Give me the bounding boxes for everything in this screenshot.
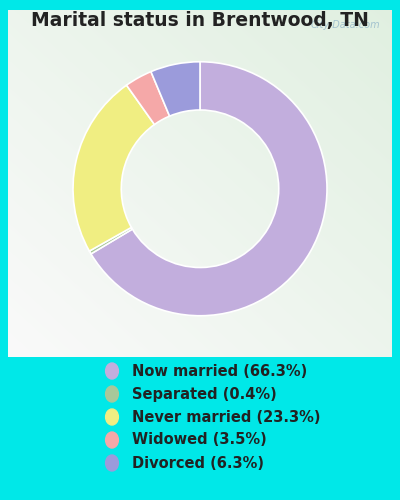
Text: Now married (66.3%): Now married (66.3%) [132,364,307,378]
Text: Widowed (3.5%): Widowed (3.5%) [132,432,267,448]
Text: Separated (0.4%): Separated (0.4%) [132,386,277,402]
Text: Never married (23.3%): Never married (23.3%) [132,410,320,424]
Wedge shape [89,228,132,254]
Wedge shape [73,85,154,251]
Text: Divorced (6.3%): Divorced (6.3%) [132,456,264,470]
Text: City-Data.com: City-Data.com [311,20,380,30]
Wedge shape [151,62,200,116]
Text: Marital status in Brentwood, TN: Marital status in Brentwood, TN [31,11,369,30]
Wedge shape [91,62,327,316]
Wedge shape [126,72,170,124]
